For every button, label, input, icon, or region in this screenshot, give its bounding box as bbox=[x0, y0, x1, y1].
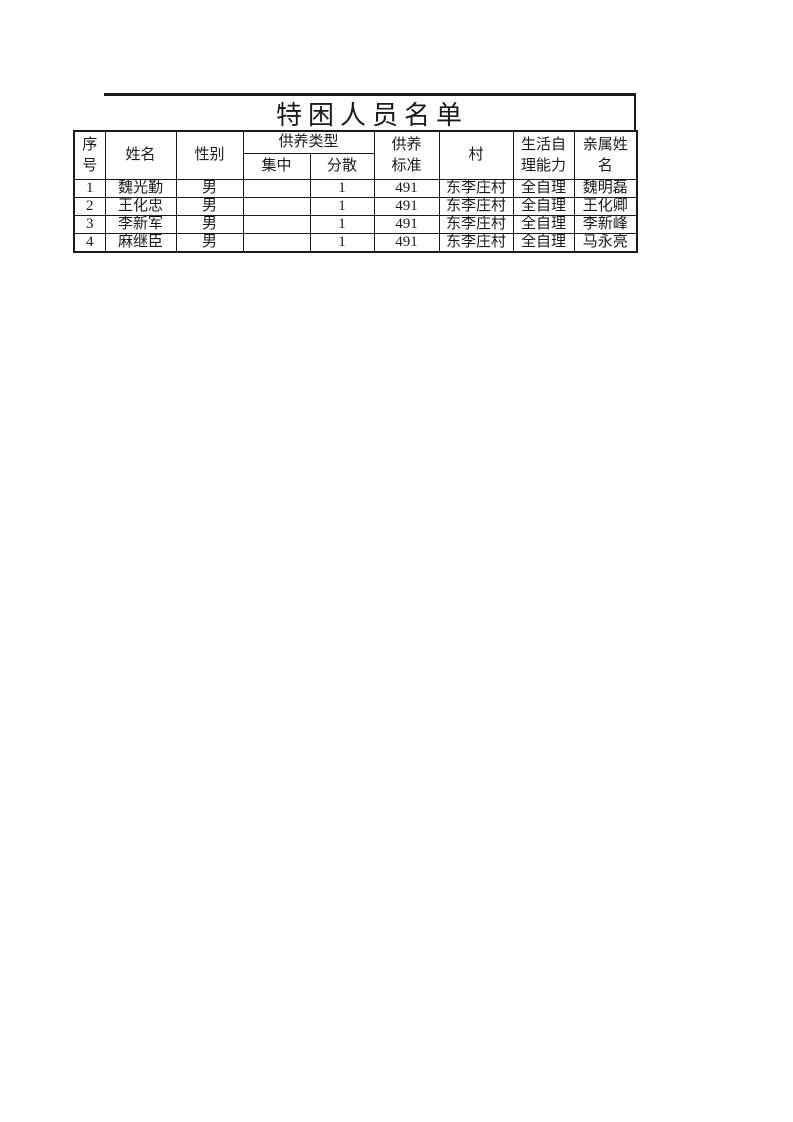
cell-village: 东李庄村 bbox=[438, 215, 514, 234]
cell-name: 麻继臣 bbox=[104, 233, 177, 253]
cell-no: 2 bbox=[73, 197, 106, 216]
col-header-support-type: 供养类型 bbox=[242, 130, 375, 154]
cell-village: 东李庄村 bbox=[438, 233, 514, 253]
cell-self-care: 全自理 bbox=[512, 233, 575, 253]
cell-support-standard: 491 bbox=[373, 233, 440, 253]
sheet-title-cell: 特困人员名单 bbox=[104, 93, 636, 130]
cell-gender: 男 bbox=[175, 233, 244, 253]
cell-relative-name: 王化卿 bbox=[573, 197, 638, 216]
cell-name: 魏光勤 bbox=[104, 179, 177, 198]
cell-dispersed: 1 bbox=[309, 215, 375, 234]
cell-name: 王化忠 bbox=[104, 197, 177, 216]
cell-self-care: 全自理 bbox=[512, 197, 575, 216]
cell-name: 李新军 bbox=[104, 215, 177, 234]
table-row: 2 王化忠 男 1 491 东李庄村 全自理 王化卿 bbox=[73, 197, 638, 216]
cell-support-standard: 491 bbox=[373, 179, 440, 198]
cell-centralized bbox=[242, 197, 311, 216]
cell-relative-name: 李新峰 bbox=[573, 215, 638, 234]
cell-dispersed: 1 bbox=[309, 197, 375, 216]
destitute-roster-table: 序号 姓名 性别 供养类型 供养 标准 村 生活自 理能力 亲属姓 名 集中 分… bbox=[73, 130, 639, 253]
cell-village: 东李庄村 bbox=[438, 179, 514, 198]
cell-support-standard: 491 bbox=[373, 215, 440, 234]
cell-gender: 男 bbox=[175, 179, 244, 198]
table-row: 4 麻继臣 男 1 491 东李庄村 全自理 马永亮 bbox=[73, 233, 638, 253]
cell-gender: 男 bbox=[175, 197, 244, 216]
cell-self-care: 全自理 bbox=[512, 215, 575, 234]
col-header-centralized: 集中 bbox=[242, 153, 311, 180]
cell-no: 1 bbox=[73, 179, 106, 198]
cell-centralized bbox=[242, 233, 311, 253]
cell-village: 东李庄村 bbox=[438, 197, 514, 216]
table-row: 3 李新军 男 1 491 东李庄村 全自理 李新峰 bbox=[73, 215, 638, 234]
cell-gender: 男 bbox=[175, 215, 244, 234]
col-header-no: 序号 bbox=[73, 130, 106, 180]
col-header-support-standard: 供养 标准 bbox=[373, 130, 440, 180]
cell-relative-name: 魏明磊 bbox=[573, 179, 638, 198]
cell-centralized bbox=[242, 215, 311, 234]
sheet-title: 特困人员名单 bbox=[275, 100, 468, 130]
cell-support-standard: 491 bbox=[373, 197, 440, 216]
cell-dispersed: 1 bbox=[309, 233, 375, 253]
cell-no: 3 bbox=[73, 215, 106, 234]
cell-no: 4 bbox=[73, 233, 106, 253]
cell-self-care: 全自理 bbox=[512, 179, 575, 198]
col-header-gender: 性别 bbox=[175, 130, 244, 180]
col-header-relative-name: 亲属姓 名 bbox=[573, 130, 638, 180]
cell-dispersed: 1 bbox=[309, 179, 375, 198]
table-row: 1 魏光勤 男 1 491 东李庄村 全自理 魏明磊 bbox=[73, 179, 638, 198]
col-header-village: 村 bbox=[438, 130, 514, 180]
col-header-name: 姓名 bbox=[104, 130, 177, 180]
col-header-self-care: 生活自 理能力 bbox=[512, 130, 575, 180]
cell-relative-name: 马永亮 bbox=[573, 233, 638, 253]
col-header-dispersed: 分散 bbox=[309, 153, 375, 180]
cell-centralized bbox=[242, 179, 311, 198]
